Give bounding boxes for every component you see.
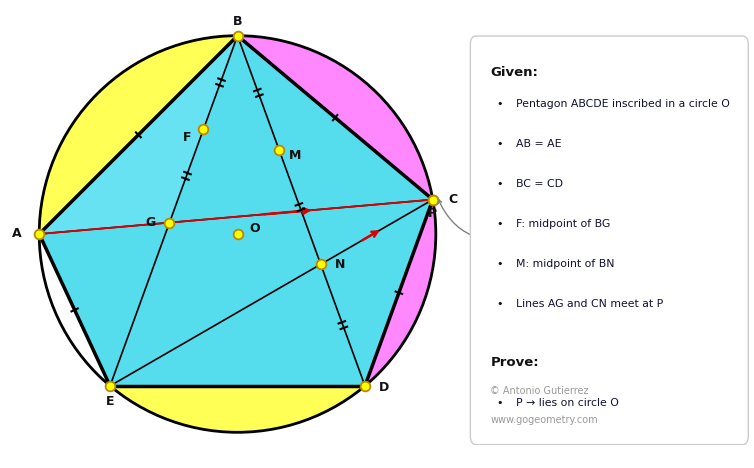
Circle shape (39, 36, 436, 432)
Wedge shape (238, 36, 433, 234)
Text: A: A (12, 227, 21, 241)
Text: •: • (496, 139, 503, 149)
Text: Pentagon ABCDE inscribed in a circle O: Pentagon ABCDE inscribed in a circle O (516, 99, 730, 109)
Text: D: D (379, 381, 389, 395)
Text: Lines AG and CN meet at P: Lines AG and CN meet at P (516, 300, 664, 309)
Text: •: • (496, 398, 503, 408)
Wedge shape (39, 36, 436, 432)
Polygon shape (39, 36, 238, 234)
Text: G: G (146, 216, 155, 229)
Text: www.gogeometry.com: www.gogeometry.com (490, 415, 598, 425)
Text: AB = AE: AB = AE (516, 139, 562, 149)
Text: •: • (496, 300, 503, 309)
Text: N: N (335, 258, 345, 271)
Text: F: F (183, 131, 192, 144)
Text: BC = CD: BC = CD (516, 179, 563, 189)
Text: E: E (106, 395, 115, 408)
Text: M: M (289, 149, 302, 162)
Text: C: C (449, 193, 458, 206)
Wedge shape (238, 199, 436, 386)
Text: Given:: Given: (490, 66, 538, 79)
Polygon shape (39, 36, 433, 386)
Text: © Antonio Gutierrez: © Antonio Gutierrez (490, 386, 589, 395)
Text: P → lies on circle O: P → lies on circle O (516, 398, 619, 408)
Text: Prove:
P lies on circle O: Prove: P lies on circle O (438, 199, 551, 249)
Text: Prove:: Prove: (490, 356, 539, 369)
Text: •: • (496, 99, 503, 109)
FancyBboxPatch shape (470, 36, 748, 445)
Text: •: • (496, 259, 503, 269)
Text: F: midpoint of BG: F: midpoint of BG (516, 219, 611, 229)
Text: P: P (428, 207, 437, 220)
Text: M: midpoint of BN: M: midpoint of BN (516, 259, 615, 269)
Text: O: O (250, 221, 260, 234)
Text: •: • (496, 219, 503, 229)
Text: •: • (496, 179, 503, 189)
Text: B: B (233, 15, 242, 28)
